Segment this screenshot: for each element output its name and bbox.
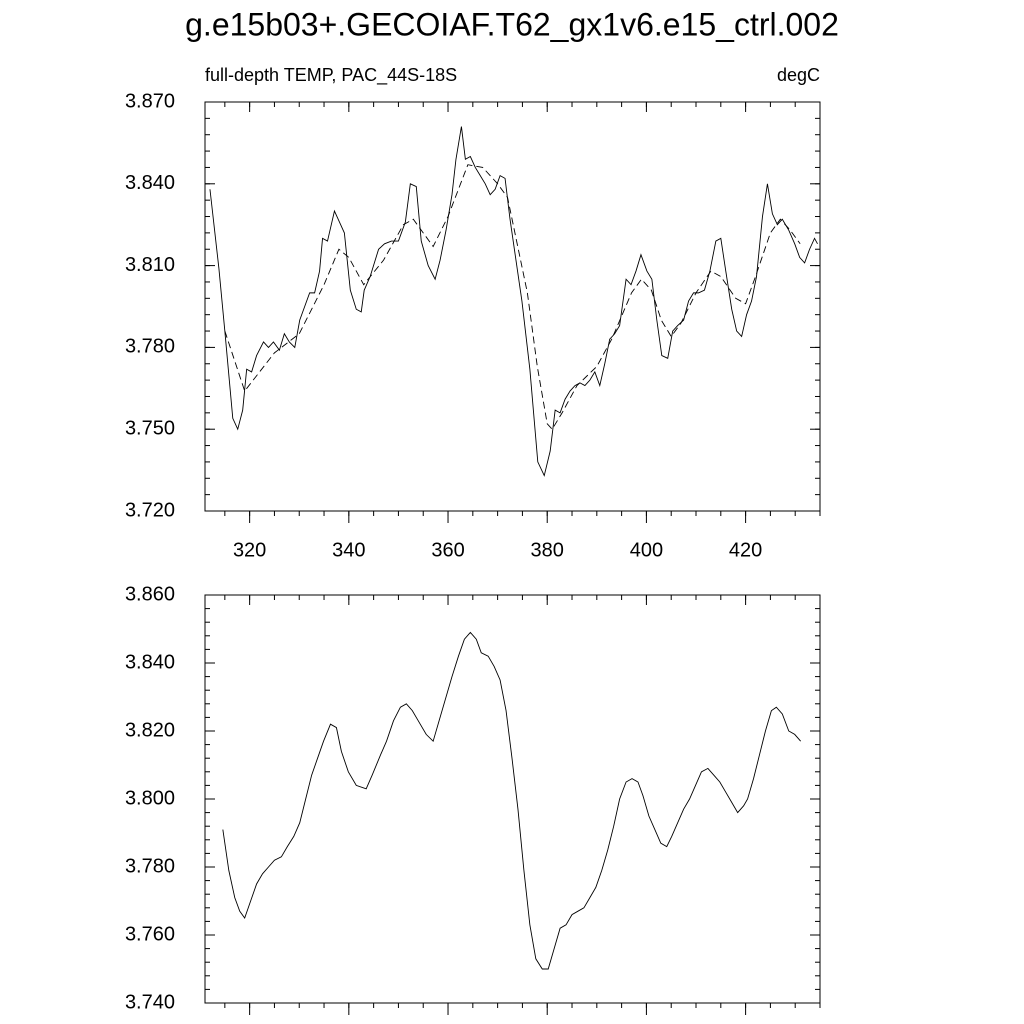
y-tick-label: 3.760 — [125, 923, 175, 945]
y-tick-label: 3.820 — [125, 719, 175, 741]
y-tick-label: 3.780 — [125, 336, 175, 358]
series-line — [209, 126, 818, 477]
y-tick-label: 3.720 — [125, 499, 175, 521]
x-tick-label: 360 — [431, 539, 464, 561]
series-line — [224, 164, 801, 430]
x-tick-label: 400 — [630, 539, 663, 561]
y-tick-label: 3.800 — [125, 787, 175, 809]
series-line — [222, 631, 801, 970]
plot-frame — [204, 594, 821, 1004]
subtitle-left: full-depth TEMP, PAC_44S-18S — [205, 65, 457, 86]
x-tick-label: 320 — [233, 539, 266, 561]
x-tick-label: 380 — [531, 539, 564, 561]
y-tick-label: 3.780 — [125, 855, 175, 877]
y-tick-label: 3.740 — [125, 991, 175, 1013]
y-tick-label: 3.860 — [125, 583, 175, 605]
y-tick-label: 3.840 — [125, 172, 175, 194]
x-tick-label: 420 — [729, 539, 762, 561]
y-tick-label: 3.840 — [125, 651, 175, 673]
plot-frame — [204, 101, 821, 512]
x-tick-label: 340 — [332, 539, 365, 561]
y-tick-label: 3.750 — [125, 417, 175, 439]
y-tick-label: 3.810 — [125, 254, 175, 276]
figure-title: g.e15b03+.GECOIAF.T62_gx1v6.e15_ctrl.002 — [185, 6, 839, 42]
subtitle-right: degC — [777, 65, 820, 85]
y-tick-label: 3.870 — [125, 90, 175, 112]
